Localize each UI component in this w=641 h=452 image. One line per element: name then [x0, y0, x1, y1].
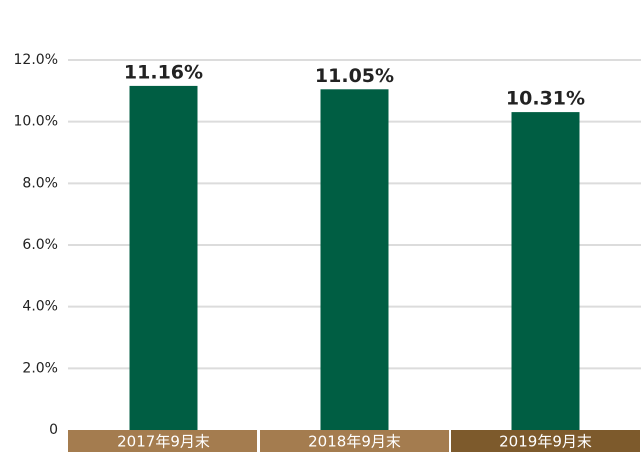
y-tick-label: 2.0% — [22, 360, 58, 376]
data-label: 11.16% — [124, 61, 203, 83]
x-tick-label: 2017年9月末 — [117, 433, 210, 451]
bar — [511, 112, 580, 430]
y-tick-label: 10.0% — [14, 114, 58, 130]
category-band — [260, 430, 449, 452]
data-label: 11.05% — [315, 65, 394, 87]
category-band — [451, 430, 640, 452]
x-tick-label: 2018年9月末 — [308, 433, 401, 451]
y-tick-label: 8.0% — [22, 175, 58, 191]
y-tick-label: 0 — [49, 422, 58, 438]
y-tick-label: 4.0% — [22, 299, 58, 315]
bar — [320, 89, 389, 431]
data-label: 10.31% — [506, 88, 585, 110]
bar — [129, 85, 198, 431]
x-tick-label: 2019年9月末 — [499, 433, 592, 451]
y-tick-label: 6.0% — [22, 237, 58, 253]
y-tick-label: 12.0% — [14, 52, 58, 68]
category-band — [68, 430, 257, 452]
